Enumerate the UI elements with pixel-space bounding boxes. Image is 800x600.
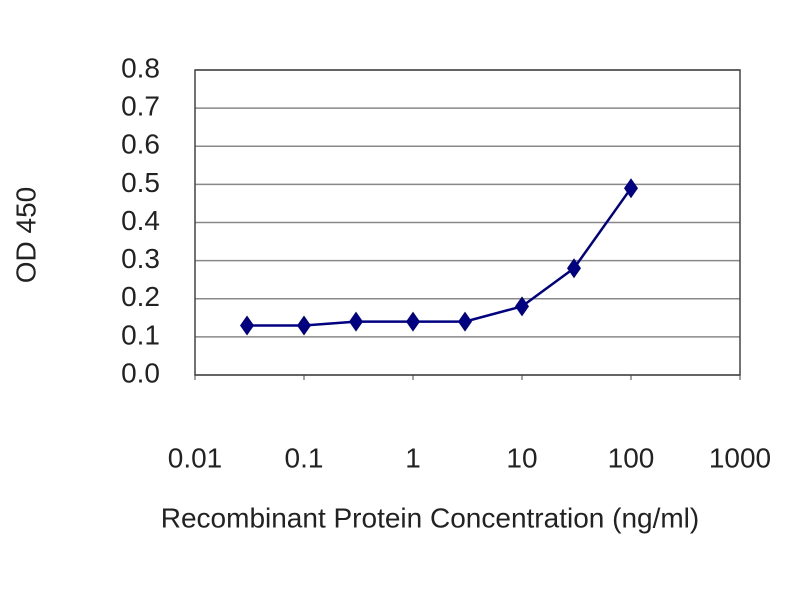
y-axis-title: OD 450 — [10, 187, 41, 284]
y-tick-label: 0.0 — [121, 357, 160, 388]
data-point — [458, 311, 473, 332]
series-line — [247, 187, 633, 327]
x-tick-label: 10 — [506, 442, 537, 473]
data-point — [240, 315, 255, 336]
x-tick-label: 0.01 — [168, 442, 223, 473]
data-point — [515, 296, 529, 317]
x-tick-label: 1 — [405, 442, 421, 473]
y-tick-label: 0.5 — [121, 167, 160, 198]
data-point — [297, 315, 311, 336]
x-tick-label: 100 — [608, 442, 655, 473]
data-point — [406, 311, 420, 332]
y-tick-label: 0.6 — [121, 129, 160, 160]
plot-frame — [194, 69, 741, 376]
y-tick-label: 0.8 — [121, 52, 160, 83]
data-point — [567, 258, 582, 279]
x-tick-label: 0.1 — [285, 442, 324, 473]
y-tick-label: 0.3 — [121, 243, 160, 274]
y-tick-label: 0.4 — [121, 205, 160, 236]
y-tick-label: 0.1 — [121, 319, 160, 350]
data-point — [349, 311, 364, 332]
y-tick-label: 0.2 — [121, 281, 160, 312]
data-point — [624, 178, 638, 199]
x-tick-label: 1000 — [709, 442, 771, 473]
y-tick-label: 0.7 — [121, 91, 160, 122]
x-axis-title: Recombinant Protein Concentration (ng/ml… — [161, 502, 699, 533]
